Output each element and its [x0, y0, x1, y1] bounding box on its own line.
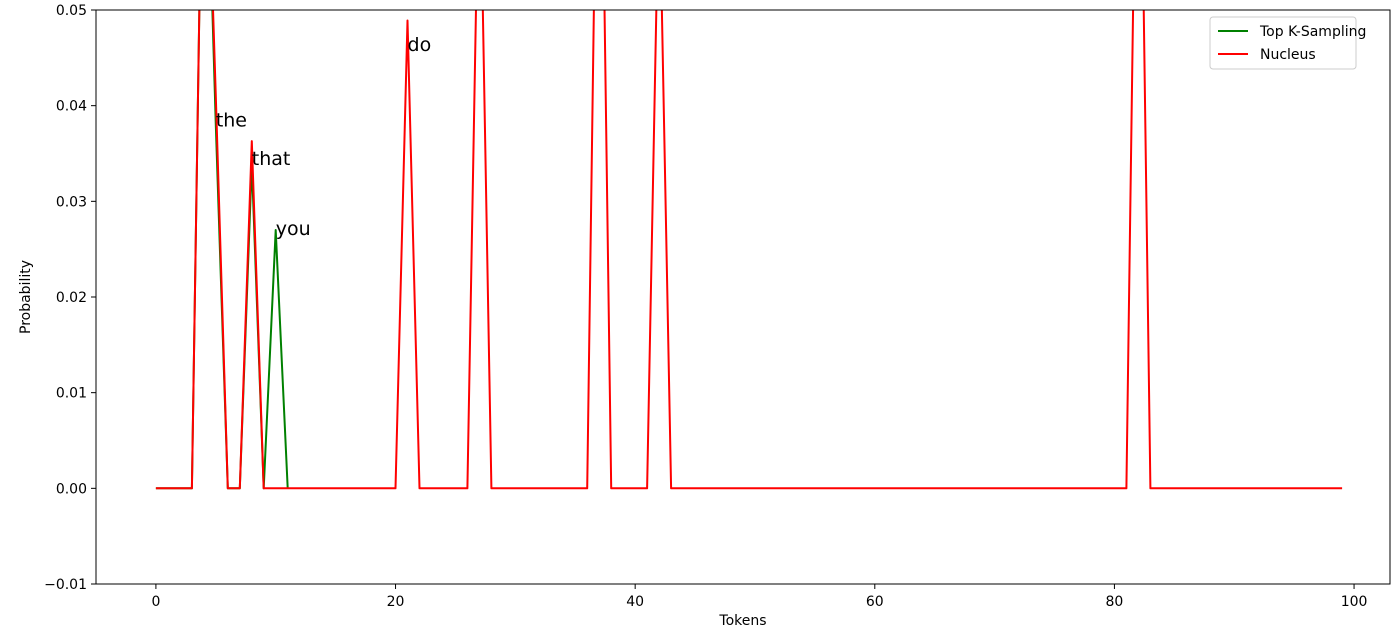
x-tick-label: 20: [387, 594, 405, 610]
x-axis-ticks: 0 20 40 60 80 100: [151, 584, 1367, 610]
x-tick-label: 80: [1106, 594, 1124, 610]
x-tick-label: 100: [1341, 594, 1368, 610]
legend-label-nucleus: Nucleus: [1260, 47, 1316, 63]
annotation-you: you: [276, 218, 311, 240]
plot-frame: [95, 9, 1391, 585]
y-tick-label: 0.00: [56, 481, 87, 497]
y-tick-label: 0.02: [56, 290, 87, 306]
series-line-nucleus: [155, 10, 1343, 490]
y-tick-label: 0.03: [56, 194, 87, 210]
x-tick-label: 40: [626, 594, 644, 610]
annotation-the: the: [216, 110, 247, 132]
y-tick-label: 0.01: [56, 386, 87, 402]
y-tick-label: 0.05: [56, 3, 87, 19]
legend-label-top-k: Top K-Sampling: [1259, 24, 1366, 40]
x-axis-title: Tokens: [718, 613, 766, 629]
y-tick-label: −0.01: [44, 577, 87, 593]
x-tick-label: 0: [151, 594, 160, 610]
series-line-top-k-sampling: [155, 10, 289, 490]
y-axis-ticks: −0.01 0.00 0.01 0.02 0.03 0.04 0.05: [44, 3, 96, 593]
x-tick-label: 60: [866, 594, 884, 610]
y-axis-title: Probability: [18, 260, 34, 334]
y-tick-label: 0.04: [56, 99, 87, 115]
series-layer: [155, 10, 1343, 490]
annotation-do: do: [408, 34, 432, 56]
legend: Top K-Sampling Nucleus: [1209, 16, 1366, 70]
annotation-that: that: [252, 148, 291, 170]
